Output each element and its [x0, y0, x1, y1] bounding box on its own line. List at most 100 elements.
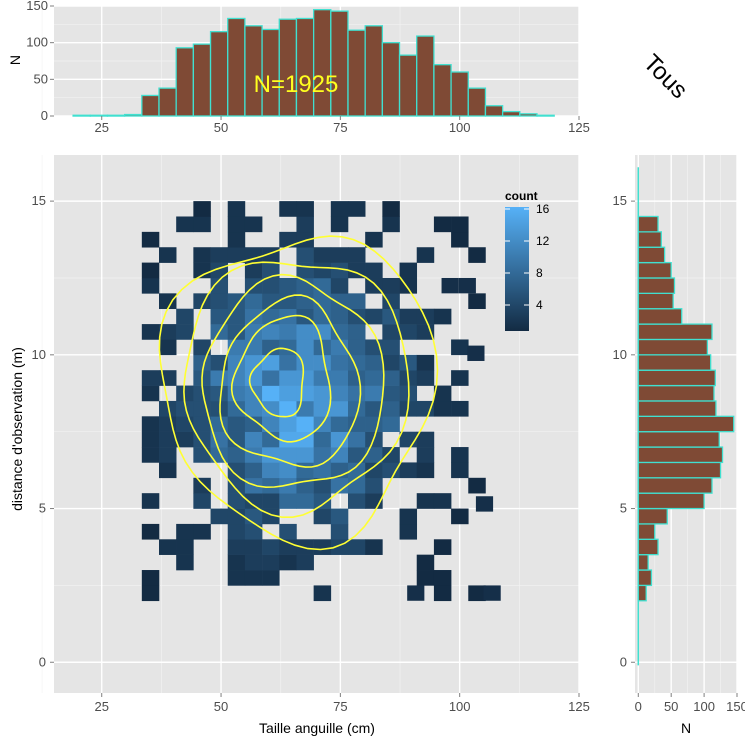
- heatmap-cell: [227, 216, 246, 233]
- heatmap-cell: [330, 354, 349, 371]
- right-histogram-bar: [637, 354, 712, 371]
- heatmap-cell: [458, 277, 476, 294]
- top-x-tick-label: 75: [333, 120, 347, 135]
- heatmap-cell: [365, 400, 383, 417]
- heatmap-cell: [262, 539, 280, 555]
- heatmap-cell: [365, 262, 383, 279]
- heatmap-cell: [313, 431, 332, 448]
- right-histogram-bar: [637, 292, 674, 310]
- heatmap-cell: [210, 370, 229, 386]
- heatmap-cell: [244, 416, 263, 432]
- top-histogram-bar: [123, 113, 143, 117]
- top-histogram-bar: [72, 114, 91, 117]
- top-histogram-bar: [227, 17, 246, 117]
- heatmap-cell: [468, 585, 486, 602]
- y-axis-title: distance d'observation (m): [9, 347, 25, 511]
- heatmap-cell: [262, 570, 280, 586]
- heatmap-cell: [348, 539, 366, 555]
- heatmap-cell: [141, 416, 160, 432]
- heatmap-cell: [193, 385, 211, 402]
- main-y-ticks: 0 5 10 15: [32, 193, 54, 669]
- heatmap-cell: [313, 447, 332, 463]
- heatmap-cell: [313, 324, 332, 340]
- heatmap-cell: [348, 324, 366, 340]
- top-x-tick-label: 50: [214, 120, 228, 135]
- heatmap-cell: [279, 462, 297, 479]
- heatmap-cell: [227, 477, 246, 494]
- heatmap-cell: [483, 585, 501, 601]
- heatmap-cell: [330, 477, 349, 494]
- heatmap-cell: [227, 508, 246, 525]
- heatmap-cell: [244, 462, 263, 479]
- right-histogram-bar: [637, 584, 647, 602]
- heatmap-cell: [416, 370, 435, 386]
- heatmap-cell: [262, 262, 280, 279]
- legend-tick-label: 4: [536, 298, 543, 312]
- heatmap-cell: [210, 416, 229, 432]
- heatmap-cell: [262, 385, 280, 402]
- heatmap-cell: [210, 385, 229, 402]
- top-x-tick-label: 25: [94, 120, 108, 135]
- heatmap-cell: [296, 447, 314, 463]
- heatmap-cell: [433, 400, 452, 417]
- heatmap-cell: [159, 293, 177, 310]
- legend-colorbar: [505, 207, 529, 331]
- heatmap-cell: [313, 462, 332, 479]
- heatmap-cell: [330, 324, 349, 340]
- heatmap-cell: [279, 493, 297, 509]
- heatmap-cell: [382, 339, 400, 356]
- heatmap-cell: [382, 385, 400, 402]
- heatmap-cell: [262, 339, 280, 356]
- heatmap-cell: [330, 339, 349, 356]
- heatmap-cell: [296, 370, 314, 386]
- right-x-ticks: 0 50 100 150: [635, 693, 745, 714]
- heatmap-cell: [227, 385, 246, 402]
- top-histogram-bar: [381, 42, 401, 117]
- density-contour-line: [201, 273, 385, 489]
- heatmap-cell: [262, 554, 280, 571]
- top-x-tick-label: 125: [568, 120, 590, 135]
- heatmap-cell: [227, 324, 246, 340]
- heatmap-cell: [193, 339, 211, 356]
- density-contour-line: [230, 314, 332, 443]
- right-y-tick-label: 15: [613, 193, 627, 208]
- heatmap-cell: [193, 262, 211, 279]
- heatmap-cell: [244, 508, 263, 525]
- heatmap-cell: [262, 293, 280, 310]
- heatmap-cell: [313, 585, 332, 602]
- heatmap-cell: [296, 231, 314, 248]
- right-y-ticks: 0 5 10 15: [613, 193, 635, 669]
- right-histogram-bar: [637, 246, 666, 264]
- heatmap-cell: [244, 400, 263, 417]
- heatmap-cell: [313, 262, 332, 279]
- heatmap-cell: [330, 523, 349, 540]
- main-y-tick-label: 10: [32, 347, 46, 362]
- heatmap-cell: [330, 431, 349, 448]
- heatmap-cell: [313, 277, 332, 294]
- heatmap-cell: [313, 308, 332, 325]
- heatmap-cell: [159, 247, 177, 263]
- heatmap-cell: [348, 308, 366, 325]
- density-contour-line: [219, 294, 362, 468]
- heatmap-cell: [244, 247, 263, 263]
- heatmap-cell: [330, 416, 349, 432]
- heatmap-cell: [193, 216, 211, 233]
- heatmap-cell: [433, 570, 452, 586]
- right-x-axis-title: N: [681, 720, 691, 736]
- facet-label: Tous: [638, 49, 693, 104]
- heatmap-cell: [451, 370, 469, 386]
- right-x-tick-label: 0: [635, 699, 642, 714]
- heatmap-cell: [382, 216, 400, 233]
- heatmap-cell: [244, 354, 263, 371]
- heatmap-cell: [365, 416, 383, 432]
- heatmap-cell: [159, 324, 177, 340]
- heatmap-cell: [159, 462, 177, 479]
- heatmap-cell: [330, 247, 349, 263]
- heatmap-cell: [141, 324, 160, 340]
- top-x-tick-label: 100: [449, 120, 471, 135]
- heatmap-cell: [210, 247, 229, 263]
- heatmap-cell: [416, 462, 435, 479]
- top-y-tick-label: 50: [34, 71, 48, 86]
- heatmap-cell: [296, 262, 314, 279]
- heatmap-cell: [141, 447, 160, 463]
